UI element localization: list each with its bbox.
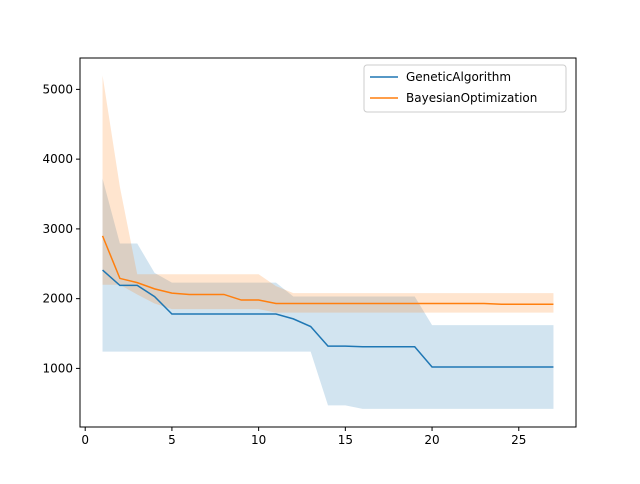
legend-label-0: GeneticAlgorithm — [406, 70, 511, 84]
x-tick-label: 0 — [81, 433, 89, 447]
y-tick-label: 3000 — [42, 222, 73, 236]
legend-label-1: BayesianOptimization — [406, 91, 537, 105]
y-tick-label: 2000 — [42, 292, 73, 306]
series-line-1 — [101, 235, 554, 305]
series-line-0 — [102, 269, 554, 368]
x-tick-label: 25 — [511, 433, 526, 447]
x-tick-label: 15 — [338, 433, 353, 447]
band-0 — [102, 178, 554, 409]
legend: GeneticAlgorithm BayesianOptimization — [363, 64, 567, 113]
y-tick-label: 5000 — [42, 82, 73, 96]
y-axis: 1000 2000 3000 4000 5000 — [42, 82, 80, 375]
plot-area-frame — [79, 57, 577, 428]
legend-box — [363, 64, 567, 113]
x-tick-label: 5 — [168, 433, 176, 447]
y-tick-label: 1000 — [42, 361, 73, 375]
y-tick-label: 4000 — [42, 152, 73, 166]
series-lines — [101, 235, 554, 368]
confidence-bands — [102, 75, 554, 409]
x-axis: 0 5 10 15 20 25 — [81, 427, 526, 447]
x-tick-label: 20 — [424, 433, 439, 447]
band-1 — [102, 75, 554, 313]
x-tick-label: 10 — [251, 433, 266, 447]
